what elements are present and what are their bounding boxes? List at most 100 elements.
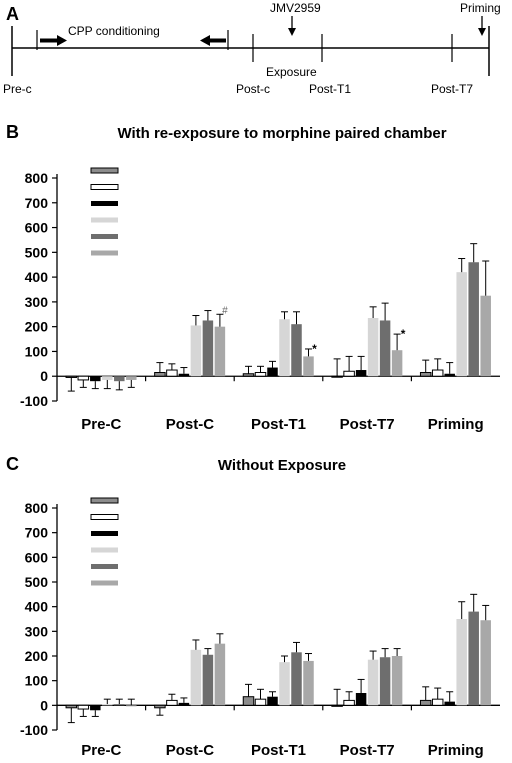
arrow-right-icon bbox=[40, 35, 67, 46]
bar bbox=[77, 704, 90, 710]
category-label: Post-T1 bbox=[251, 416, 306, 433]
chart-title: Without Exposure bbox=[218, 457, 346, 474]
y-tick-label: 700 bbox=[25, 525, 49, 541]
legend-swatch bbox=[90, 167, 119, 174]
y-tick-label: 500 bbox=[25, 574, 49, 590]
bar bbox=[367, 317, 379, 377]
y-tick-label: 500 bbox=[25, 244, 49, 260]
legend-swatch bbox=[91, 201, 118, 206]
y-tick-label: 200 bbox=[25, 319, 49, 335]
legend-swatch bbox=[90, 514, 119, 520]
y-tick-label: 600 bbox=[25, 549, 49, 565]
pre-c-label: Pre-c bbox=[3, 82, 32, 96]
bar bbox=[114, 704, 125, 706]
bar bbox=[468, 611, 479, 706]
bar bbox=[202, 320, 214, 377]
bar bbox=[331, 704, 343, 707]
exposure-label: Exposure bbox=[266, 65, 317, 79]
chart-without-exposure: Without Exposure -100 0 100 200 300 400 500 600 7… bbox=[20, 457, 500, 759]
bar bbox=[65, 375, 78, 378]
bar bbox=[456, 272, 467, 377]
legend-swatch bbox=[91, 580, 118, 586]
panel-letter-b: B bbox=[6, 122, 19, 142]
legend-swatch bbox=[90, 497, 119, 504]
bar bbox=[178, 373, 190, 377]
bar bbox=[114, 376, 125, 382]
y-tick-label: 800 bbox=[25, 170, 49, 186]
bar bbox=[267, 367, 278, 377]
y-tick-label: 100 bbox=[25, 343, 49, 359]
arrow-left-icon bbox=[200, 35, 226, 46]
bar bbox=[254, 372, 267, 377]
legend-swatch bbox=[91, 547, 118, 553]
bar bbox=[391, 656, 403, 706]
bar bbox=[480, 620, 491, 706]
legend-swatch bbox=[90, 184, 119, 190]
bar bbox=[419, 699, 432, 706]
bar bbox=[291, 324, 302, 377]
legend-swatch bbox=[91, 250, 118, 256]
legend-swatch bbox=[91, 564, 118, 569]
category-label: Post-T7 bbox=[340, 742, 395, 759]
y-tick-label: 400 bbox=[25, 269, 49, 285]
timeline-panel: A CPP conditioning JMV2959 Primin bbox=[3, 1, 501, 96]
y-tick-label: 800 bbox=[25, 500, 49, 516]
bar bbox=[367, 659, 379, 706]
bar bbox=[242, 696, 255, 706]
significance-marker: * bbox=[312, 342, 317, 356]
bar bbox=[279, 662, 290, 706]
category-label: Pre-C bbox=[81, 416, 121, 433]
bar bbox=[154, 372, 166, 377]
category-label: Post-C bbox=[166, 742, 215, 759]
bar bbox=[77, 375, 90, 381]
bar bbox=[102, 376, 113, 380]
chart-with-exposure: With re-exposure to morphine paired cham… bbox=[20, 125, 500, 433]
bar bbox=[379, 320, 391, 377]
bar bbox=[178, 702, 190, 706]
bar bbox=[214, 643, 226, 706]
bar bbox=[419, 372, 432, 377]
bar bbox=[166, 699, 178, 706]
y-tick-label: -100 bbox=[20, 722, 48, 738]
y-tick-label: 300 bbox=[25, 623, 49, 639]
bar bbox=[190, 325, 202, 377]
y-tick-label: 100 bbox=[25, 673, 49, 689]
bar bbox=[267, 696, 278, 706]
bar bbox=[444, 701, 455, 706]
y-tick-label: 600 bbox=[25, 220, 49, 236]
jmv-arrow-down-icon bbox=[288, 16, 296, 36]
bar bbox=[102, 704, 113, 706]
bar bbox=[65, 704, 78, 709]
bar bbox=[190, 649, 202, 706]
legend-swatch bbox=[91, 531, 118, 536]
chart-title: With re-exposure to morphine paired cham… bbox=[117, 125, 446, 142]
bar bbox=[391, 350, 403, 377]
bar bbox=[202, 654, 214, 706]
y-tick-label: 200 bbox=[25, 648, 49, 664]
bar bbox=[343, 699, 355, 706]
bar bbox=[480, 295, 491, 377]
y-tick-label: 300 bbox=[25, 294, 49, 310]
significance-marker: * bbox=[401, 327, 406, 341]
jmv2959-label: JMV2959 bbox=[270, 1, 321, 15]
category-label: Priming bbox=[428, 742, 484, 759]
priming-arrow-down-icon bbox=[478, 16, 486, 36]
bar bbox=[355, 370, 367, 377]
category-label: Priming bbox=[428, 416, 484, 433]
y-tick-label: 700 bbox=[25, 195, 49, 211]
bar bbox=[355, 693, 367, 706]
bar bbox=[444, 373, 455, 377]
bar bbox=[90, 376, 101, 382]
bar bbox=[331, 375, 343, 378]
bar bbox=[343, 370, 355, 377]
bar bbox=[431, 369, 444, 377]
bar bbox=[291, 652, 302, 706]
bar bbox=[303, 356, 314, 377]
priming-label: Priming bbox=[460, 1, 501, 15]
bar bbox=[214, 326, 226, 377]
category-label: Post-T7 bbox=[340, 416, 395, 433]
cpp-conditioning-label: CPP conditioning bbox=[68, 24, 160, 38]
y-tick-label: 0 bbox=[40, 368, 48, 384]
panel-letter-a: A bbox=[6, 4, 19, 24]
